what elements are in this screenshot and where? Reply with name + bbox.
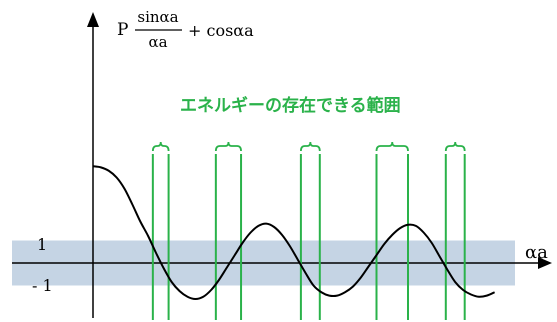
y-axis-arrow [87,12,99,27]
ylabel-suffix: + cosαa [188,21,254,40]
allowed-bands [151,141,466,320]
curve-line [92,165,496,301]
ylabel-numerator: sinαa [137,8,178,26]
x-axis-label: αa [525,242,548,263]
annotation-text: エネルギーの存在できる範囲 [180,95,401,116]
allowed-band-brace [214,141,242,152]
allowed-band-brace [151,141,170,152]
allowed-band-brace [375,141,409,152]
ylabel-prefix: P [117,20,128,40]
allowed-band-brace [300,141,321,152]
x-axis-arrow [538,257,552,269]
allowed-band-brace [444,141,466,152]
y-axis-label: P sinαa αa + cosαa [117,8,254,51]
ylabel-denominator: αa [148,33,167,51]
band-lower-label: - 1 [32,276,53,295]
band-upper-label: 1 [37,235,47,254]
